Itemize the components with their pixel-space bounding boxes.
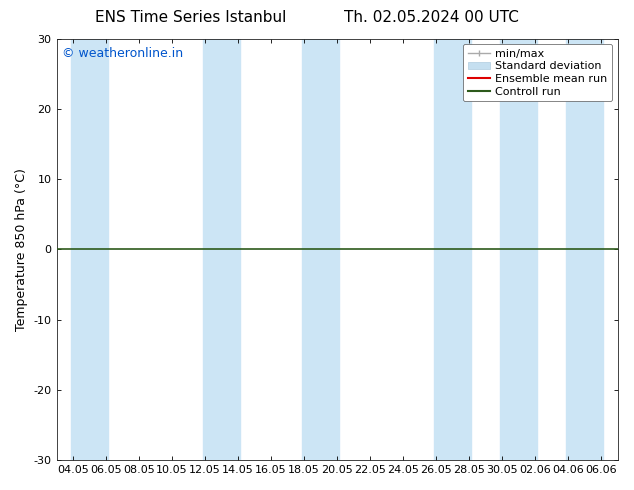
- Bar: [434, 39, 471, 460]
- Text: © weatheronline.in: © weatheronline.in: [62, 47, 183, 60]
- Bar: [500, 39, 537, 460]
- Text: ENS Time Series Istanbul: ENS Time Series Istanbul: [94, 10, 286, 25]
- Bar: [204, 39, 240, 460]
- Text: Th. 02.05.2024 00 UTC: Th. 02.05.2024 00 UTC: [344, 10, 519, 25]
- Bar: [567, 39, 603, 460]
- Bar: [72, 39, 108, 460]
- Y-axis label: Temperature 850 hPa (°C): Temperature 850 hPa (°C): [15, 168, 28, 331]
- Legend: min/max, Standard deviation, Ensemble mean run, Controll run: min/max, Standard deviation, Ensemble me…: [463, 44, 612, 101]
- Bar: [302, 39, 339, 460]
